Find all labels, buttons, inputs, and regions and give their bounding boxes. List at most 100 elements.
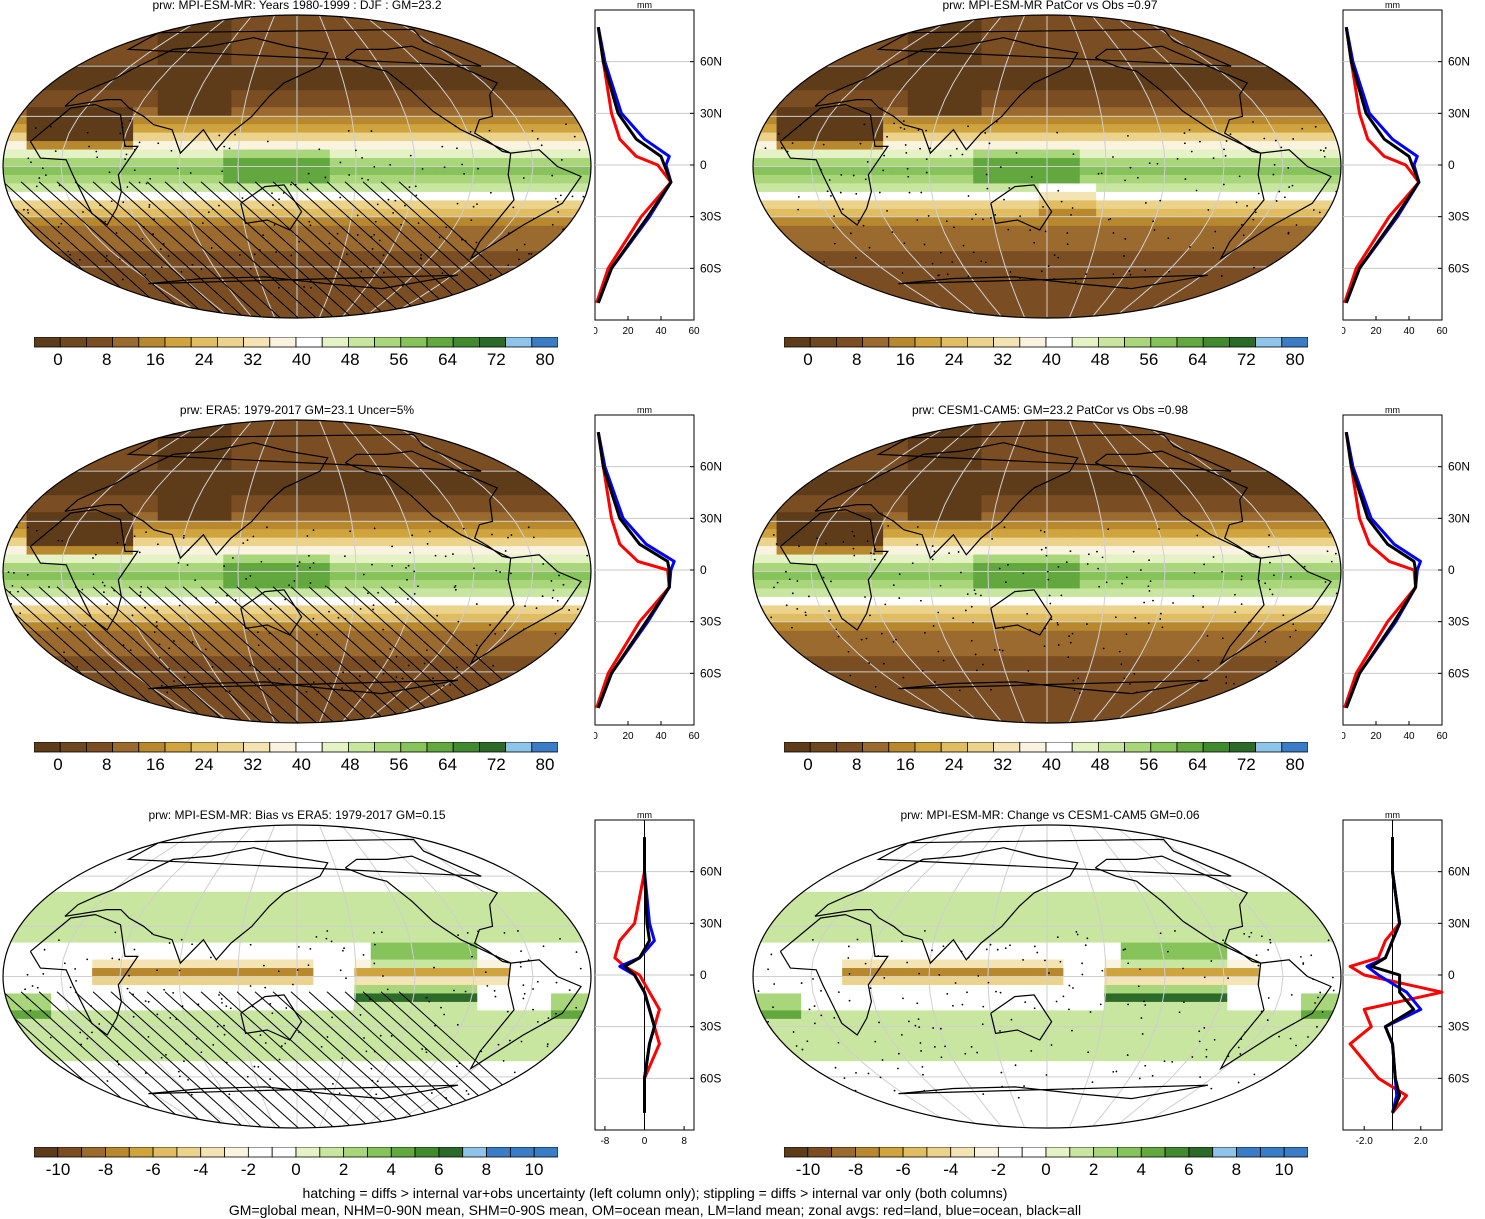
map-cell [1072, 158, 1081, 167]
map-cell [502, 22, 511, 31]
colorbar-swatch [296, 337, 322, 347]
map-cell [1031, 22, 1040, 31]
map-cell [559, 14, 568, 23]
map-cell [768, 183, 777, 192]
map-cell [1301, 260, 1310, 269]
map-cell [526, 48, 535, 57]
map-cell [281, 150, 290, 159]
map-cell [1178, 158, 1187, 167]
map-cell [297, 158, 306, 167]
map-cell [875, 175, 884, 184]
colorbar-swatch [532, 337, 558, 347]
map-cell [518, 14, 527, 23]
colorbar-swatch [139, 337, 165, 347]
map-cell [469, 294, 478, 303]
map-cell [379, 175, 388, 184]
map-cell [826, 243, 835, 252]
map-cell [760, 234, 769, 243]
map-cell [818, 183, 827, 192]
map-cell [834, 73, 843, 82]
map-cell [412, 217, 421, 226]
map-cell [92, 192, 101, 201]
map-cell [477, 141, 486, 150]
map-cell [207, 175, 216, 184]
map-cell [867, 268, 876, 277]
map-cell [223, 150, 232, 159]
map-cell [313, 107, 322, 116]
map-cell [1178, 260, 1187, 269]
map-cell [510, 311, 519, 319]
map-cell [526, 167, 535, 176]
map-cell [313, 48, 322, 57]
map-cell [1113, 183, 1122, 192]
map-cell [1326, 14, 1335, 23]
map-cell [477, 302, 486, 311]
map-cell [469, 22, 478, 31]
map-cell [777, 175, 786, 184]
map-cell [1047, 268, 1056, 277]
map-cell [559, 311, 568, 319]
map-cell [412, 234, 421, 243]
map-cell [395, 14, 404, 23]
map-cell [1129, 141, 1138, 150]
map-cell [768, 175, 777, 184]
map-cell [494, 200, 503, 209]
map-cell [1170, 133, 1179, 142]
map-cell [1039, 268, 1048, 277]
map-cell [182, 56, 191, 65]
map-cell [1326, 107, 1335, 116]
map-cell [1006, 192, 1015, 201]
map-cell [1211, 22, 1220, 31]
map-cell [1154, 167, 1163, 176]
map-cell [18, 141, 27, 150]
map-cell [809, 234, 818, 243]
map-cell [760, 175, 769, 184]
map-cell [785, 48, 794, 57]
map-cell [1055, 158, 1064, 167]
map-cell [777, 234, 786, 243]
map-cell [818, 285, 827, 294]
map-cell [834, 133, 843, 142]
map-cell [248, 200, 257, 209]
map-cell [768, 192, 777, 201]
map-cell [1145, 167, 1154, 176]
map-cell [801, 133, 810, 142]
map-cell [182, 73, 191, 82]
map-cell [363, 124, 372, 133]
map-cell [231, 234, 240, 243]
map-cell [289, 268, 298, 277]
map-cell [1260, 22, 1269, 31]
map-cell [1178, 133, 1187, 142]
map-cell [166, 158, 175, 167]
map-cell [1104, 90, 1113, 99]
map-cell [543, 251, 552, 260]
map-cell [379, 302, 388, 311]
map-cell [445, 158, 454, 167]
map-cell [248, 99, 257, 108]
map-cell [174, 243, 183, 252]
map-cell [785, 167, 794, 176]
map-cell [297, 99, 306, 108]
map-cell [1006, 167, 1015, 176]
map-cell [1195, 14, 1204, 23]
zonal-x-tick: 40 [655, 326, 667, 337]
map-cell [158, 124, 167, 133]
map-cell [272, 48, 281, 57]
map-cell [567, 311, 576, 319]
map-cell [1235, 192, 1244, 201]
map-cell [834, 39, 843, 48]
map-cell [1063, 175, 1072, 184]
map-cell [998, 175, 1007, 184]
map-cell [567, 200, 576, 209]
map-cell [461, 167, 470, 176]
map-cell [801, 150, 810, 159]
map-cell [518, 311, 527, 319]
map-cell [1317, 200, 1326, 209]
map-cell [924, 99, 933, 108]
map-cell [10, 175, 19, 184]
map-cell [932, 73, 941, 82]
map-cell [981, 107, 990, 116]
map-cell [924, 124, 933, 133]
map-cell [891, 141, 900, 150]
map-cell [965, 90, 974, 99]
